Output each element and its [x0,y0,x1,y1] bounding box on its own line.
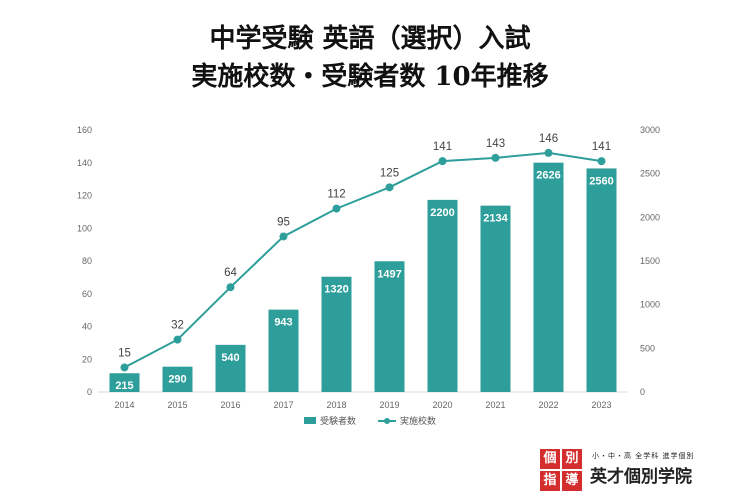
line-data-label: 15 [118,347,131,359]
line-point [438,157,447,166]
legend-item-line: 実施校数 [378,414,436,427]
line-data-label: 143 [486,138,505,150]
x-tick-label: 2021 [485,400,505,410]
logo-mark-cell: 個 [540,449,560,469]
x-tick-label: 2018 [326,400,346,410]
line-point [385,183,394,192]
chart-title-line1: 中学受験 英語（選択）入試 [209,24,531,54]
legend-bar-label: 受験者数 [319,417,356,427]
y-left-tick-label: 40 [82,322,92,332]
legend-bar-swatch [303,417,316,424]
bar-data-label: 2560 [589,175,613,187]
chart-title-line2: 実施校数・受験者数 10年推移 [191,62,549,92]
bar-data-label: 2200 [430,207,454,219]
bar [215,344,246,392]
y-right-tick-label: 500 [640,343,655,353]
x-tick-label: 2017 [273,400,293,410]
bar [480,205,511,392]
y-left-tick-label: 120 [77,191,92,201]
y-right-tick-label: 0 [640,387,645,397]
line-data-label: 141 [433,141,452,153]
bar-data-label: 1320 [324,284,348,296]
bar-data-label: 2134 [483,213,508,225]
line-data-label: 146 [539,133,558,145]
y-right-tick-label: 1500 [640,256,660,266]
x-tick-label: 2014 [114,400,134,410]
y-left-tick-label: 60 [82,289,92,299]
bar [109,373,140,392]
line-point [544,148,553,157]
bar [162,366,193,392]
logo-name: 英才個別学院 [590,467,692,487]
bar-data-label: 290 [168,374,186,386]
x-tick-label: 2015 [167,400,187,410]
bar [586,168,617,392]
x-tick-label: 2023 [591,400,611,410]
line-data-label: 95 [277,216,290,228]
logo-mark-cell: 指 [540,471,560,491]
y-left-tick-label: 80 [82,256,92,266]
logo-mark-icon: 個 別 指 導 [540,449,584,491]
bar [374,261,405,392]
bar [533,162,564,392]
bar-data-label: 2626 [536,170,560,182]
y-right-tick-label: 1000 [640,300,660,310]
legend-line-swatch [378,417,396,424]
line-point [332,204,341,213]
brand-logo: 個 別 指 導 小・中・高 全学科 進学個別 英才個別学院 [540,449,725,491]
bar-data-label: 1497 [377,268,401,280]
logo-mark-cell: 導 [562,471,582,491]
y-left-tick-label: 20 [82,354,92,364]
y-right-tick-label: 2500 [640,169,660,179]
y-left-tick-label: 0 [87,387,92,397]
line-data-label: 141 [592,141,611,153]
series-line-schools [124,151,602,369]
bar [427,199,458,392]
line-data-label: 125 [380,167,399,179]
line-data-label: 64 [224,267,237,279]
bar-data-label: 215 [115,380,133,392]
y-left-tick-label: 100 [77,223,92,233]
logo-mark-cell: 別 [562,449,582,469]
legend-item-bar: 受験者数 [303,414,356,427]
x-tick-label: 2016 [220,400,240,410]
y-right-tick-label: 2000 [640,212,660,222]
y-left-tick-label: 140 [77,158,92,168]
line-point [120,363,129,372]
line-point [173,335,182,344]
bar-data-label: 540 [221,352,239,364]
logo-tagline: 小・中・高 全学科 進学個別 [592,452,695,460]
y-right-tick-label: 3000 [640,125,660,135]
legend-line-label: 実施校数 [400,417,437,427]
line-data-label: 32 [171,320,184,332]
bar [321,276,352,392]
x-tick-label: 2019 [379,400,399,410]
x-tick-label: 2022 [538,400,558,410]
line-point [226,283,235,292]
chart-legend: 受験者数 実施校数 [0,414,740,427]
bar-data-label: 943 [274,317,292,329]
bar [268,309,299,392]
line-point [597,157,606,166]
x-tick-label: 2020 [432,400,452,410]
y-left-tick-label: 160 [77,125,92,135]
line-point [279,232,288,241]
line-data-label: 112 [327,189,345,201]
line-point [491,153,500,162]
